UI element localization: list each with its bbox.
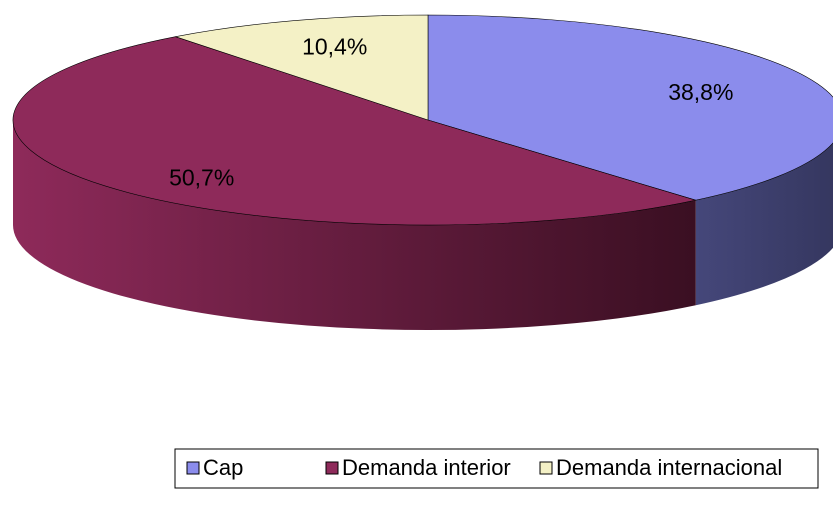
slice bbox=[427, 14, 833, 201]
legend-box bbox=[174, 448, 819, 489]
legend-swatch bbox=[539, 461, 553, 475]
slice bbox=[174, 14, 429, 121]
data-label: 38,8% bbox=[668, 79, 733, 105]
pie: 38,8% 50,7% 10,4% bbox=[12, 14, 833, 330]
data-label: 10,4% bbox=[302, 33, 367, 59]
data-label: 50,7% bbox=[169, 164, 234, 190]
legend-label: Cap bbox=[203, 455, 243, 480]
slice bbox=[12, 36, 696, 226]
legend-swatch bbox=[325, 461, 339, 475]
legend-swatch bbox=[186, 461, 200, 475]
legend-label: Demanda interior bbox=[342, 455, 511, 480]
legend: Cap Demanda interior Demanda internacional bbox=[186, 455, 782, 480]
slice-side bbox=[13, 120, 696, 330]
legend-label: Demanda internacional bbox=[556, 455, 782, 480]
slice-side bbox=[695, 142, 833, 306]
